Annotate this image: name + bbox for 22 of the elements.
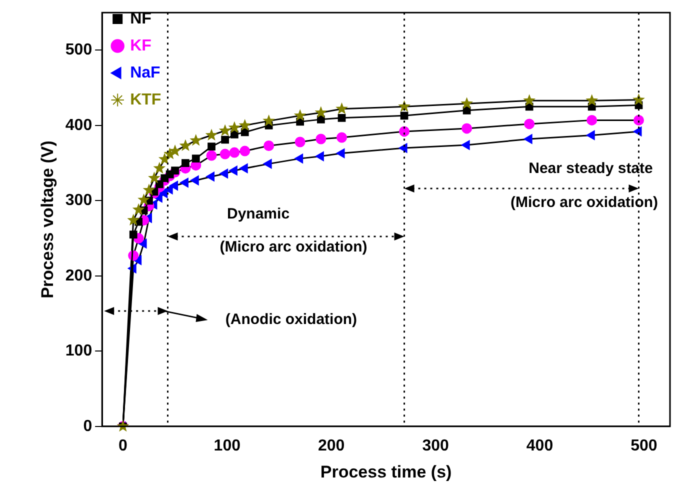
y-tick-label: 0 [83, 418, 92, 435]
annotation: (Anodic oxidation) [225, 311, 358, 328]
x-tick-label: 300 [422, 437, 449, 454]
y-tick-label: 300 [65, 192, 92, 210]
x-tick-label: 500 [630, 437, 658, 454]
annotation: Near steady state [528, 160, 653, 178]
x-tick-label: 100 [214, 437, 241, 454]
y-axis-title: Process voltage (V) [38, 140, 57, 298]
annotation: Dynamic [227, 206, 290, 223]
annotation: (Micro arc oxidation) [510, 194, 658, 212]
x-tick-label: 400 [526, 437, 554, 454]
annotation: (Micro arc oxidation) [220, 238, 368, 256]
x-tick-label: 0 [118, 437, 128, 454]
x-axis-title: Process time (s) [320, 462, 452, 482]
y-tick-label: 400 [65, 116, 92, 134]
y-tick-label: 200 [65, 267, 92, 284]
y-tick-label: 100 [65, 342, 92, 360]
legend-label: NaF [130, 64, 161, 82]
legend-label: KTF [130, 91, 162, 108]
y-tick-label: 500 [65, 42, 92, 59]
x-tick-label: 200 [318, 437, 345, 454]
legend-label: KF [130, 37, 152, 54]
